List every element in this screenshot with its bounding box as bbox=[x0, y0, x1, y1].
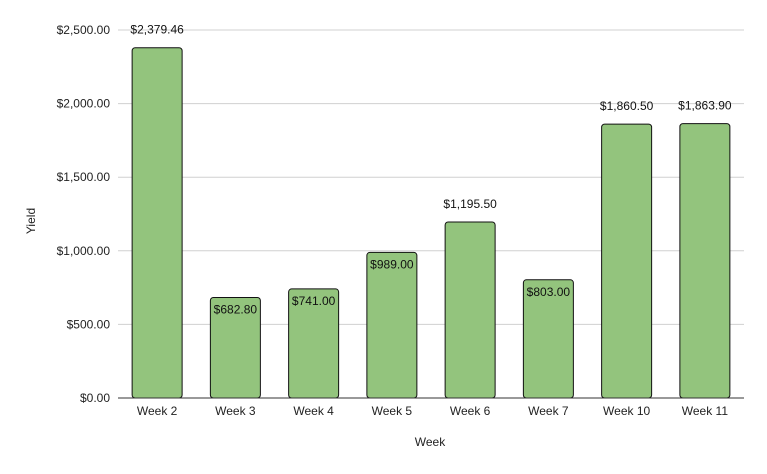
y-tick-label: $1,500.00 bbox=[57, 170, 111, 184]
data-label: $682.80 bbox=[214, 302, 258, 316]
bar bbox=[601, 123, 653, 399]
data-labels: $2,379.46 $682.80 $741.00 $989.00 $1,195.50 $… bbox=[130, 23, 731, 317]
bars bbox=[118, 47, 744, 399]
data-label: $741.00 bbox=[292, 294, 336, 308]
x-tick-label: Week 10 bbox=[603, 404, 650, 418]
x-tick-label: Week 6 bbox=[450, 404, 491, 418]
data-label: $2,379.46 bbox=[130, 23, 184, 37]
bar bbox=[131, 47, 183, 399]
x-axis-ticks: Week 2 Week 3 Week 4 Week 5 Week 6 Week 7 Week… bbox=[137, 404, 728, 418]
bar bbox=[679, 123, 731, 399]
y-tick-label: $2,500.00 bbox=[57, 23, 111, 37]
x-tick-label: Week 5 bbox=[372, 404, 413, 418]
y-tick-label: $1,000.00 bbox=[57, 244, 111, 258]
x-tick-label: Week 11 bbox=[682, 404, 729, 418]
x-tick-label: Week 4 bbox=[293, 404, 334, 418]
data-label: $803.00 bbox=[527, 285, 571, 299]
x-axis-title: Week bbox=[415, 435, 446, 449]
bar bbox=[444, 221, 496, 399]
y-tick-label: $2,000.00 bbox=[57, 97, 111, 111]
data-label: $989.00 bbox=[370, 257, 414, 271]
y-tick-label: $500.00 bbox=[67, 317, 111, 331]
data-label: $1,863.90 bbox=[678, 99, 732, 113]
x-tick-label: Week 3 bbox=[215, 404, 256, 418]
y-axis-title: Yield bbox=[24, 208, 38, 234]
x-tick-label: Week 2 bbox=[137, 404, 178, 418]
data-label: $1,860.50 bbox=[600, 99, 654, 113]
data-label: $1,195.50 bbox=[443, 197, 497, 211]
y-axis-ticks: $0.00 $500.00 $1,000.00 $1,500.00 $2,000.00 $… bbox=[57, 23, 111, 405]
x-tick-label: Week 7 bbox=[528, 404, 569, 418]
bar bbox=[366, 251, 418, 399]
y-tick-label: $0.00 bbox=[80, 391, 110, 405]
